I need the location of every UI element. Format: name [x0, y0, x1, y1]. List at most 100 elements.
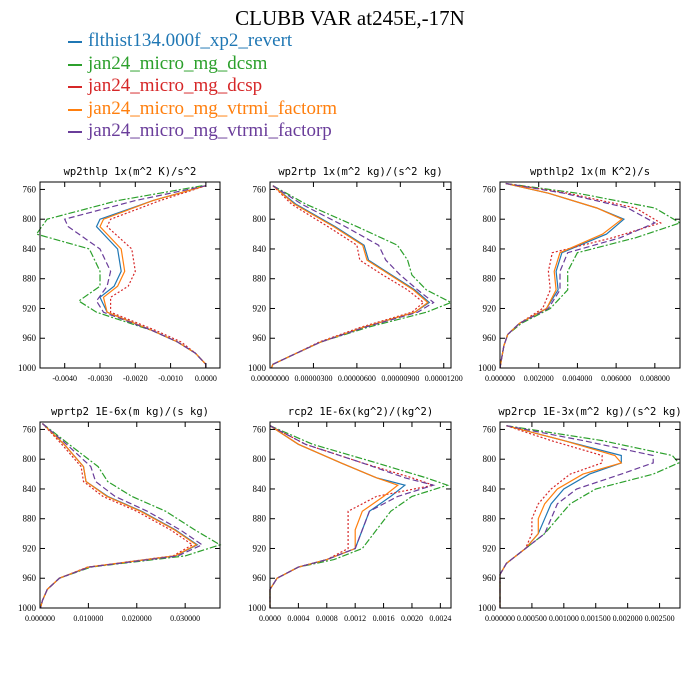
chart-panel: wp2rtp 1x(m^2 kg)/(s^2 kg) 760 800 840 880 92… — [248, 166, 463, 383]
x-tick-label: 0.000000 — [25, 614, 55, 623]
x-tick-label: 0.001000 — [549, 614, 579, 623]
y-tick-label: 800 — [23, 454, 37, 464]
y-tick-label: 840 — [253, 244, 267, 254]
y-tick-label: 880 — [483, 274, 497, 284]
series-line — [270, 185, 435, 369]
series-line — [499, 425, 623, 608]
x-tick-label: 0.000000 — [485, 374, 515, 383]
x-tick-label: 0.00000600 — [338, 374, 376, 383]
y-tick-label: 960 — [483, 333, 497, 343]
x-tick-label: 0.00001200 — [425, 374, 463, 383]
series-line — [39, 423, 194, 609]
y-tick-label: 920 — [253, 543, 267, 553]
y-tick-label: 920 — [23, 303, 37, 313]
x-tick-label: 0.008000 — [640, 374, 670, 383]
series-line — [269, 425, 450, 608]
x-tick-label: 0.004000 — [562, 374, 592, 383]
page-title: CLUBB VAR at245E,-17N — [235, 6, 465, 30]
x-tick-label: 0.00000000 — [251, 374, 289, 383]
series-line — [269, 425, 407, 608]
y-tick-label: 760 — [23, 184, 37, 194]
chart-title: wp2rtp 1x(m^2 kg)/(s^2 kg) — [278, 166, 442, 178]
plot-frame — [269, 181, 452, 369]
x-tick-label: 0.001500 — [581, 614, 611, 623]
y-tick-label: 1000 — [248, 603, 267, 613]
x-tick-label: -0.0040 — [52, 374, 77, 383]
y-tick-label: 960 — [23, 333, 37, 343]
y-tick-label: 840 — [483, 244, 497, 254]
y-tick-label: 760 — [253, 184, 267, 194]
legend-line-swatch — [68, 108, 82, 111]
plot-frame — [499, 181, 681, 369]
x-tick-label: 0.0000 — [195, 374, 217, 383]
legend-line-swatch — [68, 86, 82, 88]
chart-title: wprtp2 1E-6x(m kg)/(s kg) — [51, 406, 209, 418]
y-tick-label: 760 — [483, 184, 497, 194]
series-line — [499, 425, 680, 608]
series-line — [63, 185, 207, 368]
series-line — [269, 425, 436, 608]
x-tick-label: 0.020000 — [122, 614, 152, 623]
y-tick-label: 960 — [23, 573, 37, 583]
x-tick-label: 0.030000 — [170, 614, 200, 623]
series-line — [499, 425, 603, 608]
chart-panel: wpthlp2 1x(m K^2)/s 760 800 840 880 920 960 100… — [478, 166, 682, 383]
series-line — [270, 185, 425, 369]
plot-frame — [499, 421, 681, 609]
legend-line-swatch — [68, 131, 82, 133]
y-tick-label: 880 — [483, 514, 497, 524]
series-line — [39, 423, 198, 609]
x-tick-label: 0.00000300 — [294, 374, 332, 383]
y-tick-label: 1000 — [18, 363, 37, 373]
x-tick-label: 0.0020 — [401, 614, 423, 623]
plot-frame — [269, 421, 452, 609]
x-tick-label: 0.0004 — [287, 614, 309, 623]
y-tick-label: 880 — [23, 514, 37, 524]
legend-label: jan24_micro_mg_dcsp — [88, 75, 263, 96]
chart-panel: wprtp2 1E-6x(m kg)/(s kg) 760 800 840 880 920… — [18, 406, 222, 623]
chart-panel: wp2rcp 1E-3x(m^2 kg)/(s^2 kg)760 800 840 88… — [478, 406, 682, 623]
y-tick-label: 800 — [483, 214, 497, 224]
y-tick-label: 1000 — [18, 603, 37, 613]
chart-title: rcp2 1E-6x(kg^2)/(kg^2) — [288, 406, 433, 418]
x-tick-label: 0.010000 — [73, 614, 103, 623]
series-line — [269, 425, 436, 608]
legend-label: flthist134.000f_xp2_revert — [88, 30, 293, 51]
x-tick-label: 0.0012 — [344, 614, 366, 623]
series-line — [499, 182, 663, 369]
x-tick-label: -0.0030 — [88, 374, 113, 383]
legend-label: jan24_micro_mg_dcsm — [88, 52, 268, 74]
chart-title: wp2rcp 1E-3x(m^2 kg)/(s^2 kg) — [498, 406, 681, 418]
legend-line-swatch — [68, 63, 82, 66]
series-line — [499, 425, 622, 608]
y-tick-label: 920 — [483, 543, 497, 553]
chart-title: wpthlp2 1x(m K^2)/s — [530, 166, 650, 178]
y-tick-label: 840 — [483, 484, 497, 494]
series-line — [39, 423, 204, 609]
series-line — [270, 185, 431, 369]
x-tick-label: 0.006000 — [601, 374, 631, 383]
series-line — [270, 185, 453, 369]
y-tick-label: 1000 — [478, 603, 497, 613]
chart-panel: wp2thlp 1x(m^2 K)/s^2 760 800 840 880 920 960 1… — [18, 166, 221, 383]
x-tick-label: 0.002000 — [524, 374, 554, 383]
y-tick-label: 1000 — [478, 363, 497, 373]
x-tick-label: 0.0016 — [373, 614, 395, 623]
y-tick-label: 760 — [253, 424, 267, 434]
y-tick-label: 800 — [253, 454, 267, 464]
y-tick-label: 880 — [253, 514, 267, 524]
series-line — [499, 182, 624, 369]
x-tick-label: 0.0008 — [316, 614, 338, 623]
y-tick-label: 760 — [23, 424, 37, 434]
x-tick-label: 0.0000 — [259, 614, 281, 623]
chart-panel: rcp2 1E-6x(kg^2)/(kg^2) 760 800 840 880 920 96… — [248, 406, 452, 623]
x-tick-label: 0.002500 — [645, 614, 675, 623]
y-tick-label: 880 — [23, 274, 37, 284]
chart-title: wp2thlp 1x(m^2 K)/s^2 — [64, 166, 197, 178]
legend-label: jan24_micro_mg_vtrmi_factorp — [88, 120, 332, 141]
y-tick-label: 880 — [253, 274, 267, 284]
series-line — [499, 182, 657, 369]
y-tick-label: 840 — [23, 244, 37, 254]
y-tick-label: 800 — [23, 214, 37, 224]
